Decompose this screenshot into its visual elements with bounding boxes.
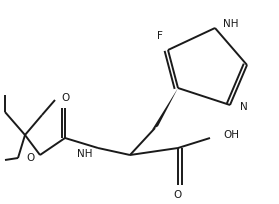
Text: F: F	[157, 31, 163, 41]
Text: O: O	[27, 153, 35, 163]
Text: N: N	[240, 102, 248, 112]
Text: OH: OH	[223, 130, 239, 140]
Text: NH: NH	[223, 19, 239, 29]
Polygon shape	[152, 88, 178, 130]
Text: O: O	[174, 190, 182, 200]
Text: O: O	[61, 93, 69, 103]
Text: NH: NH	[78, 149, 93, 159]
